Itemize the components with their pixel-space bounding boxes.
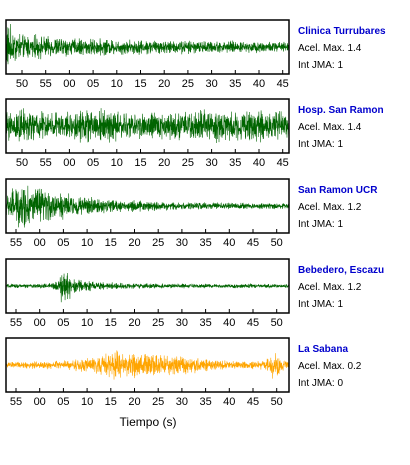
x-tick-label: 15 xyxy=(134,78,146,90)
x-tick-label: 10 xyxy=(81,237,93,249)
x-tick-label: 45 xyxy=(247,317,259,329)
x-tick-label: 35 xyxy=(199,396,211,408)
x-tick-label: 05 xyxy=(57,317,69,329)
x-tick-label: 05 xyxy=(57,237,69,249)
station-panel: 50 55 00 05 10 15 20 25 30 35 40 45 Clinica Turrubar… xyxy=(5,19,386,90)
x-tick-label: 55 xyxy=(40,157,52,169)
x-tick-label: 25 xyxy=(152,317,164,329)
x-tick-label: 40 xyxy=(253,78,265,90)
jma-intensity-label: Int JMA: 1 xyxy=(298,219,343,230)
x-tick-label: 20 xyxy=(128,237,140,249)
x-tick-label: 55 xyxy=(10,237,22,249)
x-tick-label: 30 xyxy=(176,237,188,249)
panels-layer: 50 55 00 05 10 15 20 25 30 35 40 45 Clinica Turrubar… xyxy=(5,19,386,408)
x-tick-label: 10 xyxy=(81,396,93,408)
x-tick-label: 35 xyxy=(229,78,241,90)
x-tick-label: 50 xyxy=(271,317,283,329)
x-tick-label: 55 xyxy=(40,78,52,90)
x-tick-label: 45 xyxy=(247,396,259,408)
panel-frame xyxy=(5,178,290,234)
waveform-trace xyxy=(6,24,289,65)
x-tick-label: 25 xyxy=(182,78,194,90)
panel-frame xyxy=(5,98,290,154)
x-tick-label: 10 xyxy=(81,317,93,329)
x-tick-label: 40 xyxy=(223,396,235,408)
x-tick-label: 25 xyxy=(182,157,194,169)
x-tick-label: 00 xyxy=(63,157,75,169)
x-tick-label: 55 xyxy=(10,396,22,408)
jma-intensity-label: Int JMA: 0 xyxy=(298,378,343,389)
x-tick-label: 45 xyxy=(277,157,289,169)
panel-frame xyxy=(5,258,290,314)
x-tick-label: 20 xyxy=(128,396,140,408)
x-tick-label: 10 xyxy=(111,78,123,90)
x-tick-label: 35 xyxy=(229,157,241,169)
waveform-trace xyxy=(6,272,289,303)
x-tick-label: 45 xyxy=(277,78,289,90)
x-tick-label: 40 xyxy=(223,317,235,329)
x-tick-label: 40 xyxy=(253,157,265,169)
station-name: Hosp. San Ramon xyxy=(298,105,384,116)
waveform-trace xyxy=(6,108,289,144)
x-tick-label: 30 xyxy=(205,157,217,169)
panel-frame xyxy=(5,337,290,393)
x-tick-label: 25 xyxy=(152,396,164,408)
x-tick-label: 15 xyxy=(105,396,117,408)
x-tick-label: 00 xyxy=(34,237,46,249)
x-tick-label: 50 xyxy=(16,78,28,90)
x-tick-label: 55 xyxy=(10,317,22,329)
station-panel: 50 55 00 05 10 15 20 25 30 35 40 45 Hosp. San Ramon A… xyxy=(5,98,384,169)
station-name: Bebedero, Escazu xyxy=(298,265,384,276)
station-name: Clinica Turrubares xyxy=(298,26,386,37)
jma-intensity-label: Int JMA: 1 xyxy=(298,139,343,150)
x-tick-label: 00 xyxy=(34,317,46,329)
acel-max-label: Acel. Max. 1.2 xyxy=(298,202,362,213)
x-tick-label: 30 xyxy=(205,78,217,90)
waveform-trace xyxy=(6,185,289,228)
x-tick-label: 15 xyxy=(134,157,146,169)
station-panel: 55 00 05 10 15 20 25 30 35 40 45 50 Bebedero, Escazu… xyxy=(5,258,384,329)
x-tick-label: 25 xyxy=(152,237,164,249)
station-name: San Ramon UCR xyxy=(298,185,378,196)
acel-max-label: Acel. Max. 0.2 xyxy=(298,361,362,372)
x-tick-label: 20 xyxy=(158,157,170,169)
x-tick-label: 50 xyxy=(271,396,283,408)
x-tick-label: 20 xyxy=(158,78,170,90)
x-tick-label: 50 xyxy=(16,157,28,169)
x-tick-label: 45 xyxy=(247,237,259,249)
acel-max-label: Acel. Max. 1.4 xyxy=(298,122,362,133)
panel-frame xyxy=(5,19,290,75)
jma-intensity-label: Int JMA: 1 xyxy=(298,60,343,71)
x-tick-label: 00 xyxy=(34,396,46,408)
x-tick-label: 05 xyxy=(87,157,99,169)
station-panel: 55 00 05 10 15 20 25 30 35 40 45 50 La Sabana Acel. M… xyxy=(5,337,362,408)
x-tick-label: 15 xyxy=(105,317,117,329)
acel-max-label: Acel. Max. 1.4 xyxy=(298,43,362,54)
x-tick-label: 30 xyxy=(176,396,188,408)
x-tick-label: 40 xyxy=(223,237,235,249)
x-tick-label: 05 xyxy=(87,78,99,90)
x-tick-label: 20 xyxy=(128,317,140,329)
waveform-trace xyxy=(6,350,289,380)
x-tick-label: 15 xyxy=(105,237,117,249)
x-tick-label: 00 xyxy=(63,78,75,90)
x-tick-label: 35 xyxy=(199,237,211,249)
x-tick-label: 05 xyxy=(57,396,69,408)
x-axis-title: Tiempo (s) xyxy=(120,415,177,429)
x-tick-label: 30 xyxy=(176,317,188,329)
x-tick-label: 35 xyxy=(199,317,211,329)
x-tick-label: 10 xyxy=(111,157,123,169)
jma-intensity-label: Int JMA: 1 xyxy=(298,299,343,310)
x-tick-label: 50 xyxy=(271,237,283,249)
station-panel: 55 00 05 10 15 20 25 30 35 40 45 50 San Ramon UCR Ace… xyxy=(5,178,378,249)
station-name: La Sabana xyxy=(298,344,348,355)
acel-max-label: Acel. Max. 1.2 xyxy=(298,282,362,293)
